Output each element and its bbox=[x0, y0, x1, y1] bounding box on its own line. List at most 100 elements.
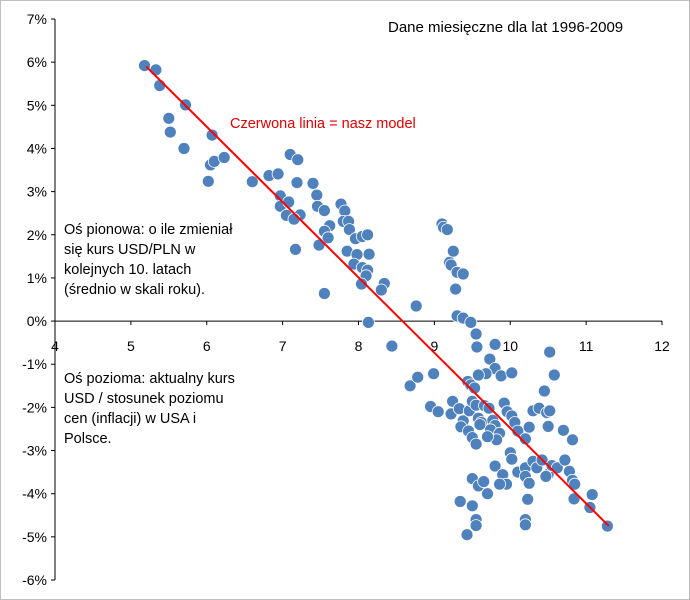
data-point bbox=[312, 238, 326, 252]
data-point bbox=[505, 366, 519, 380]
data-point bbox=[403, 379, 417, 393]
data-point bbox=[519, 432, 532, 446]
data-point bbox=[470, 340, 484, 354]
data-point bbox=[282, 195, 296, 209]
data-point bbox=[411, 370, 425, 384]
data-point bbox=[342, 223, 356, 237]
data-point bbox=[493, 477, 507, 491]
data-point bbox=[427, 367, 441, 381]
data-point bbox=[469, 327, 483, 341]
y-tick-label: -2% bbox=[22, 399, 47, 415]
data-point bbox=[456, 267, 470, 281]
data-point bbox=[361, 228, 375, 242]
x-tick-label: 9 bbox=[430, 338, 438, 354]
data-point bbox=[519, 518, 532, 532]
data-point bbox=[481, 487, 494, 501]
data-point bbox=[310, 188, 324, 202]
y-tick-label: -3% bbox=[22, 443, 47, 459]
model-line-group bbox=[145, 65, 610, 527]
chart-title: Dane miesięczne dla lat 1996-2009 bbox=[388, 19, 624, 36]
x-tick-label: 5 bbox=[127, 338, 135, 354]
x-tick-label: 6 bbox=[203, 338, 211, 354]
x-tick-label: 4 bbox=[51, 338, 59, 354]
data-point bbox=[177, 142, 191, 155]
data-point bbox=[374, 283, 388, 297]
data-point bbox=[601, 519, 614, 533]
x-axis-note: Oś pozioma: aktualny kurs USD / stosunek… bbox=[64, 371, 235, 447]
data-point bbox=[522, 420, 536, 434]
data-point bbox=[488, 459, 502, 473]
x-tick-label: 10 bbox=[502, 338, 518, 354]
data-point bbox=[473, 418, 487, 432]
y-tick-label: -5% bbox=[22, 529, 47, 545]
y-tick-label: 2% bbox=[27, 227, 47, 243]
data-point bbox=[289, 242, 302, 256]
data-point bbox=[566, 433, 579, 447]
data-point bbox=[321, 231, 335, 245]
y-tick-label: -6% bbox=[22, 572, 47, 588]
tick-labels: -6% -5% -4% -3% -2% -1% 0% 1% 2% 3% 4% 5% 6% 7% 4 5 6 7 8 9… bbox=[22, 11, 670, 588]
y-axis-note: Oś pionowa: o ile zmieniał się kurs USD/… bbox=[64, 222, 233, 298]
model-line-label: Czerwona linia = nasz model bbox=[230, 116, 416, 132]
data-point bbox=[557, 423, 570, 437]
data-point bbox=[481, 430, 494, 444]
data-point bbox=[539, 469, 553, 483]
data-point bbox=[522, 476, 536, 490]
data-point bbox=[163, 125, 177, 139]
data-point bbox=[541, 419, 555, 433]
y-tick-label: -4% bbox=[22, 486, 47, 502]
x-tick-label: 8 bbox=[355, 338, 363, 354]
y-tick-label: 5% bbox=[27, 97, 47, 113]
data-point bbox=[291, 153, 305, 167]
data-point bbox=[385, 339, 399, 353]
data-point bbox=[505, 452, 519, 466]
data-point bbox=[558, 453, 572, 467]
y-tick-label: 3% bbox=[27, 184, 47, 200]
y-tick-label: 0% bbox=[27, 313, 47, 329]
data-point bbox=[449, 282, 463, 296]
data-point bbox=[201, 174, 215, 188]
data-point bbox=[149, 63, 163, 77]
data-point bbox=[162, 111, 176, 125]
data-point bbox=[477, 475, 491, 489]
data-point bbox=[464, 315, 478, 329]
data-point bbox=[543, 404, 557, 418]
data-point bbox=[488, 337, 502, 351]
data-point bbox=[585, 488, 599, 502]
y-tick-label: 4% bbox=[27, 140, 47, 156]
data-point bbox=[217, 151, 231, 164]
data-point bbox=[440, 223, 454, 237]
data-point bbox=[271, 167, 285, 181]
data-point bbox=[355, 277, 368, 291]
data-point bbox=[465, 499, 479, 513]
y-tick-label: 6% bbox=[27, 54, 47, 70]
data-point bbox=[361, 315, 375, 329]
data-point bbox=[469, 519, 483, 532]
y-tick-label: 1% bbox=[27, 270, 47, 286]
data-point bbox=[538, 384, 551, 398]
data-point bbox=[567, 492, 581, 506]
data-point bbox=[446, 244, 460, 258]
data-point bbox=[362, 247, 376, 261]
data-point bbox=[306, 176, 320, 190]
x-tick-label: 11 bbox=[579, 338, 594, 354]
data-point bbox=[568, 477, 582, 491]
data-point bbox=[287, 212, 301, 226]
x-tick-label: 7 bbox=[279, 338, 287, 354]
data-point bbox=[317, 287, 331, 300]
data-point bbox=[521, 492, 535, 506]
data-point bbox=[547, 368, 561, 382]
data-point bbox=[494, 369, 508, 383]
y-tick-label: 7% bbox=[27, 11, 47, 27]
model-line bbox=[145, 65, 610, 527]
data-point bbox=[511, 424, 525, 438]
y-tick-label: -1% bbox=[22, 356, 47, 372]
data-point bbox=[290, 176, 304, 190]
data-point bbox=[245, 175, 259, 189]
data-point bbox=[469, 437, 483, 451]
data-point bbox=[409, 299, 423, 313]
x-tick-label: 12 bbox=[654, 338, 670, 354]
data-point bbox=[460, 528, 474, 542]
axes bbox=[51, 18, 663, 581]
